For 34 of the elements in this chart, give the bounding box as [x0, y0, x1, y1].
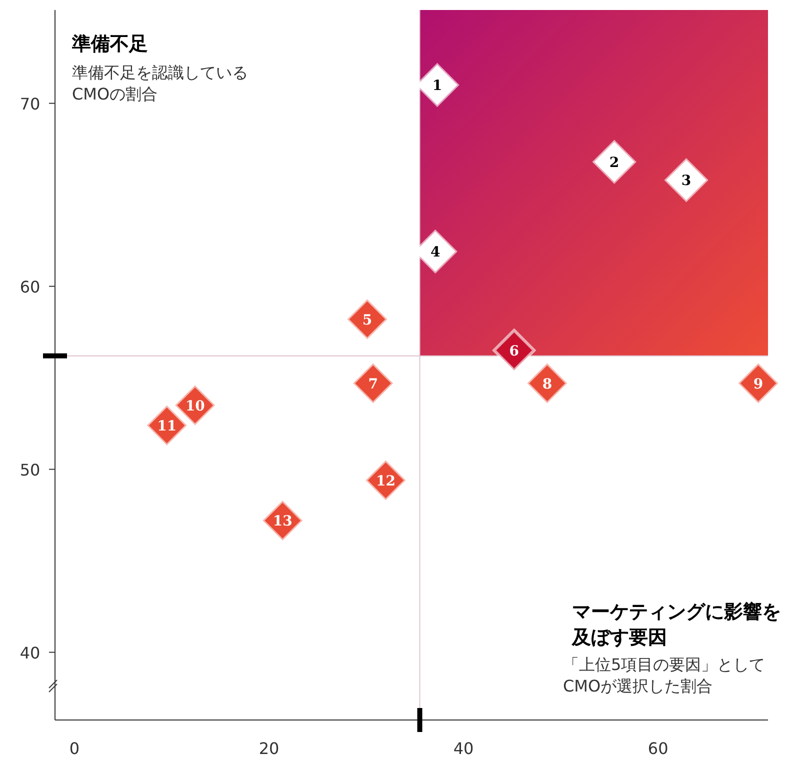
x-tick-label: 0 — [69, 739, 80, 758]
y-tick-label: 40 — [20, 643, 40, 662]
point — [352, 362, 395, 405]
annotation: 「上位5項目の要因」としてCMOが選択した割合 — [563, 655, 766, 696]
annotation: 10 — [185, 398, 206, 414]
point — [736, 362, 780, 405]
annotation: 9 — [753, 376, 764, 392]
annotation: 4 — [430, 244, 440, 261]
annotation: 3 — [681, 173, 692, 190]
point — [492, 328, 536, 372]
annotation: 12 — [376, 473, 396, 490]
y-axis-title: 準備不足 — [71, 33, 148, 55]
annotation: 2 — [609, 154, 620, 171]
annotation: 6 — [509, 343, 519, 360]
annotation: 11 — [157, 418, 177, 434]
y-tick-label: 70 — [20, 94, 40, 114]
y-tick-label: 60 — [20, 277, 40, 296]
point — [526, 362, 569, 405]
point — [261, 499, 304, 542]
annotation: 準備不足を認識しているCMOの割合 — [72, 63, 248, 104]
point — [664, 158, 708, 202]
x-tick-label: 60 — [648, 739, 668, 758]
annotation: 1 — [432, 78, 442, 94]
point — [346, 298, 389, 341]
annotation: 7 — [368, 376, 378, 392]
point — [364, 458, 408, 502]
annotation: 8 — [542, 376, 552, 392]
annotation: 5 — [362, 312, 372, 328]
x-tick-label: 20 — [258, 739, 280, 758]
annotation: 13 — [272, 514, 292, 530]
x-axis-title: マーケティングに影響を及ぼす要因 — [571, 601, 781, 649]
x-tick-label: 40 — [453, 739, 474, 758]
y-tick-label: 50 — [20, 460, 40, 480]
point — [592, 140, 636, 184]
